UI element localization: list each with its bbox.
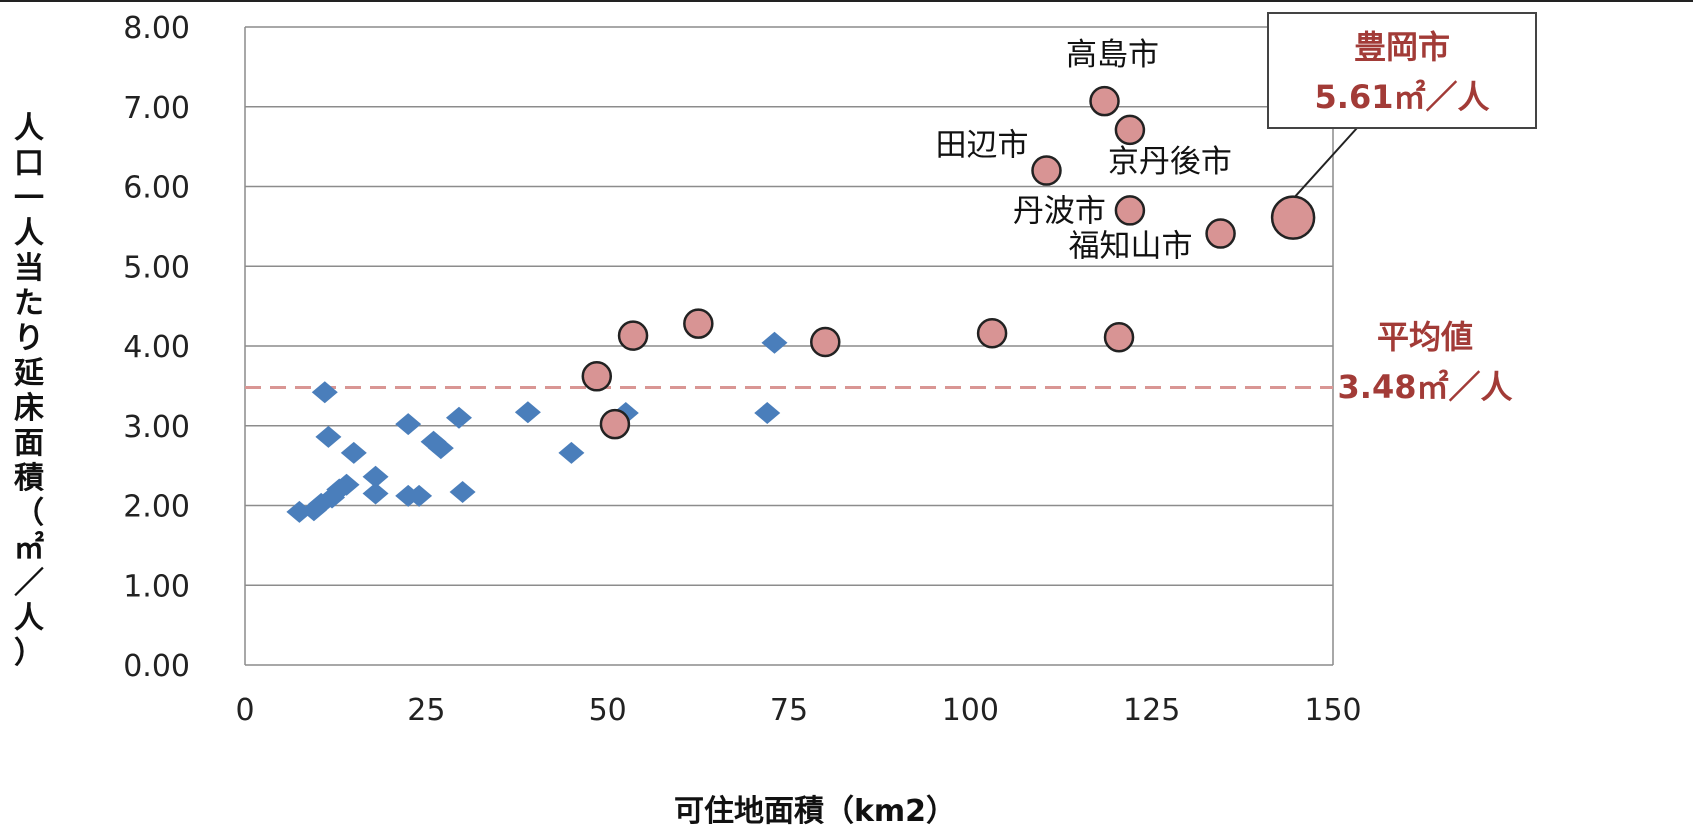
y-tick-label: 6.00	[123, 171, 190, 206]
y-tick-label: 1.00	[123, 569, 190, 604]
y-axis-title-char: 積	[14, 461, 44, 496]
y-axis-title-char: 延	[13, 356, 45, 391]
city-label: 丹波市	[1013, 193, 1106, 229]
x-tick-label: 25	[407, 693, 445, 728]
y-axis-title-char: 面	[14, 426, 44, 461]
y-axis-title-char: 人	[14, 601, 44, 636]
x-tick-label: 0	[235, 693, 254, 728]
y-tick-labels: 0.00 1.00 2.00 3.00 4.00 5.00 6.00 7.00 8.00	[123, 11, 190, 684]
average-note: 平均値 3.48㎡／人	[1338, 318, 1513, 406]
callout-leader-line	[1294, 127, 1358, 198]
grid-lines	[244, 26, 1334, 666]
data-point-circle	[683, 308, 714, 339]
city-label: 福知山市	[1069, 229, 1193, 265]
x-tick-label: 50	[589, 693, 627, 728]
y-tick-label: 4.00	[123, 330, 190, 365]
average-label: 平均値	[1377, 318, 1473, 356]
data-point-circle	[1103, 321, 1135, 353]
data-point-diamond	[406, 484, 433, 507]
average-value: 3.48㎡／人	[1338, 368, 1513, 406]
data-point-diamond	[761, 331, 788, 354]
data-point-diamond	[362, 482, 389, 505]
y-tick-label: 5.00	[123, 250, 190, 285]
y-tick-label: 3.00	[123, 410, 190, 445]
y-axis-title-char: ／	[14, 566, 44, 601]
data-point-diamond	[754, 401, 781, 424]
data-point-diamond	[333, 473, 360, 496]
y-tick-label: 8.00	[123, 11, 190, 46]
y-axis-title-char: 一	[14, 181, 44, 216]
data-point-diamond	[449, 480, 476, 503]
city-label: 高島市	[1066, 37, 1159, 73]
city-label: 京丹後市	[1108, 144, 1232, 180]
data-points	[286, 85, 1316, 523]
data-point-diamond	[311, 381, 338, 404]
x-axis-title: 可住地面積（km2）	[674, 794, 956, 829]
data-point-circle	[1089, 85, 1120, 117]
data-point-diamond	[427, 437, 454, 460]
y-axis-title-char: り	[14, 321, 44, 356]
data-point-circle	[976, 317, 1008, 349]
callout-city-name: 豊岡市	[1354, 28, 1450, 66]
y-tick-label: 0.00	[123, 649, 190, 684]
x-tick-label: 75	[770, 693, 808, 728]
data-point-diamond	[315, 425, 342, 448]
data-point-diamond	[362, 465, 389, 488]
y-axis-title-char: 当	[14, 251, 44, 286]
x-tick-label: 150	[1304, 693, 1361, 728]
x-tick-label: 125	[1123, 693, 1180, 728]
x-tick-labels: 0 25 50 75 100 125 150	[235, 693, 1361, 728]
data-point-circle	[1031, 155, 1062, 186]
toyooka-callout: 豊岡市 5.61㎡／人	[1267, 12, 1537, 198]
data-point-circle	[617, 320, 649, 351]
y-axis-title-char: た	[14, 286, 44, 321]
y-axis-title-char: 人	[14, 111, 44, 146]
y-axis-title-char: ㎡	[14, 531, 44, 566]
data-point-circle	[1205, 218, 1236, 249]
city-label: 田辺市	[935, 128, 1028, 164]
callout-value: 5.61㎡／人	[1315, 78, 1490, 116]
data-point-diamond	[340, 441, 367, 464]
y-axis-title-char: ）	[14, 636, 44, 671]
data-point-circle	[581, 361, 613, 392]
data-point-diamond	[514, 401, 541, 424]
data-point-circle	[810, 326, 841, 358]
y-tick-label: 7.00	[123, 91, 190, 126]
x-tick-label: 100	[942, 693, 999, 728]
y-axis-title-char: （	[14, 496, 44, 531]
data-point-circle	[1114, 114, 1146, 146]
data-point-diamond	[558, 441, 585, 464]
y-axis-title-char: 床	[14, 391, 44, 426]
y-tick-label: 2.00	[123, 490, 190, 525]
y-axis-title-char: 口	[14, 146, 44, 181]
data-point-diamond	[445, 406, 472, 429]
y-axis-title-char: 人	[14, 216, 44, 251]
callout-box	[1267, 12, 1537, 129]
data-point-diamond	[395, 413, 422, 436]
data-point-circle	[1114, 195, 1146, 226]
data-point-toyooka	[1270, 195, 1316, 240]
data-point-circle	[599, 408, 631, 440]
